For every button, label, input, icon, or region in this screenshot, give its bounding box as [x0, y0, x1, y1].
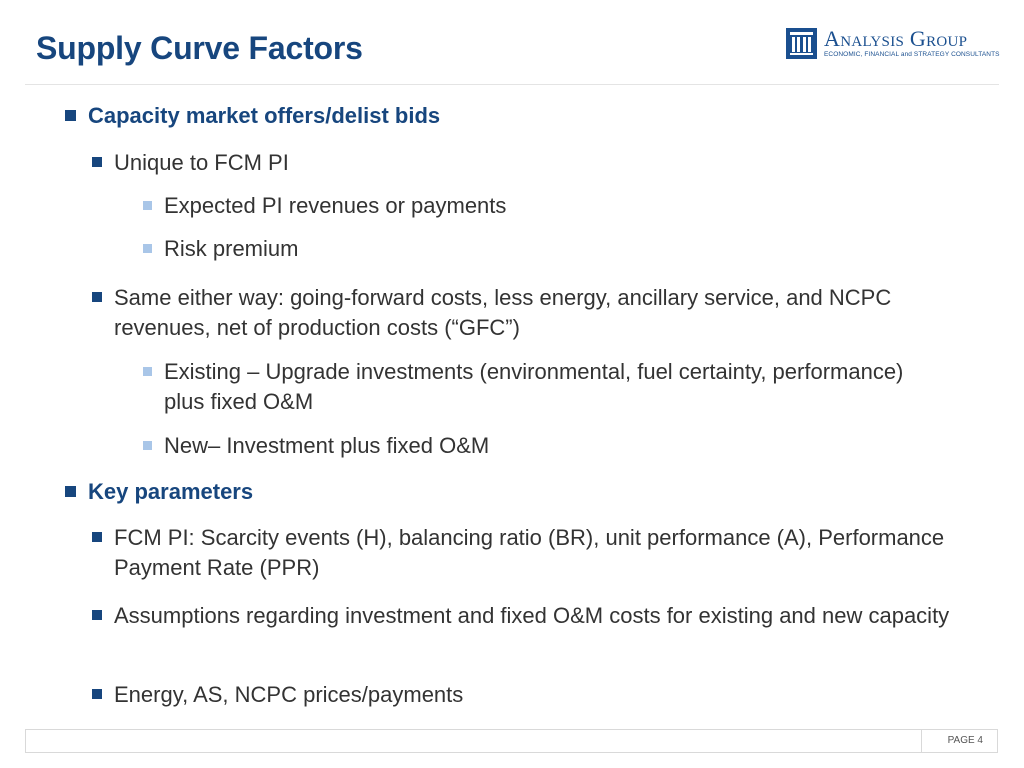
square-bullet-icon: [92, 610, 102, 620]
square-bullet-icon: [65, 110, 76, 121]
bullet-text: FCM PI: Scarcity events (H), balancing r…: [114, 525, 945, 580]
bullet-text: Capacity market offers/delist bids: [88, 103, 441, 128]
square-bullet-icon: [143, 201, 152, 210]
bullet-text: Expected PI revenues or payments: [164, 193, 507, 218]
square-bullet-icon: [92, 292, 102, 302]
square-bullet-icon: [92, 157, 102, 167]
columns-building-icon: [786, 28, 817, 59]
bullet-level-3: Existing – Upgrade investments (environm…: [143, 357, 904, 417]
square-bullet-icon: [143, 244, 152, 253]
logo-wordmark: Analysis Group: [824, 26, 968, 51]
slide-body: Capacity market offers/delist bids Uniqu…: [65, 101, 964, 710]
square-bullet-icon: [143, 441, 152, 450]
bullet-level-2: Same either way: going-forward costs, le…: [92, 283, 964, 343]
bullet-level-3: Expected PI revenues or payments: [143, 191, 964, 221]
bullet-text: Risk premium: [164, 236, 299, 261]
bullet-text: Same either way: going-forward costs, le…: [114, 285, 892, 340]
bullet-level-3: New– Investment plus fixed O&M: [143, 431, 964, 461]
bullet-text: Assumptions regarding investment and fix…: [114, 603, 950, 628]
bullet-text: New– Investment plus fixed O&M: [164, 433, 490, 458]
square-bullet-icon: [92, 532, 102, 542]
square-bullet-icon: [143, 367, 152, 376]
bullet-text: Energy, AS, NCPC prices/payments: [114, 682, 464, 707]
slide-title: Supply Curve Factors: [36, 30, 363, 66]
title-divider: [25, 84, 999, 85]
bullet-text: Key parameters: [88, 479, 254, 504]
footer-divider: [921, 730, 922, 752]
bullet-level-3: Risk premium: [143, 234, 964, 264]
bullet-text: Unique to FCM PI: [114, 150, 289, 175]
bullet-level-1: Key parameters: [65, 477, 928, 507]
company-logo: Analysis Group ECONOMIC, FINANCIAL and S…: [786, 26, 1000, 60]
bullet-level-2: Energy, AS, NCPC prices/payments: [92, 680, 964, 710]
bullet-level-1: Capacity market offers/delist bids: [65, 101, 928, 131]
page-number: PAGE 4: [947, 735, 983, 746]
square-bullet-icon: [65, 486, 76, 497]
slide-footer: PAGE 4: [25, 729, 998, 753]
bullet-level-2: Unique to FCM PI: [92, 148, 954, 178]
square-bullet-icon: [92, 689, 102, 699]
bullet-level-2: Assumptions regarding investment and fix…: [92, 601, 964, 631]
logo-tagline: ECONOMIC, FINANCIAL and STRATEGY CONSULT…: [824, 51, 1000, 58]
bullet-level-2: FCM PI: Scarcity events (H), balancing r…: [92, 523, 964, 583]
bullet-text: Existing – Upgrade investments (environm…: [164, 359, 904, 414]
